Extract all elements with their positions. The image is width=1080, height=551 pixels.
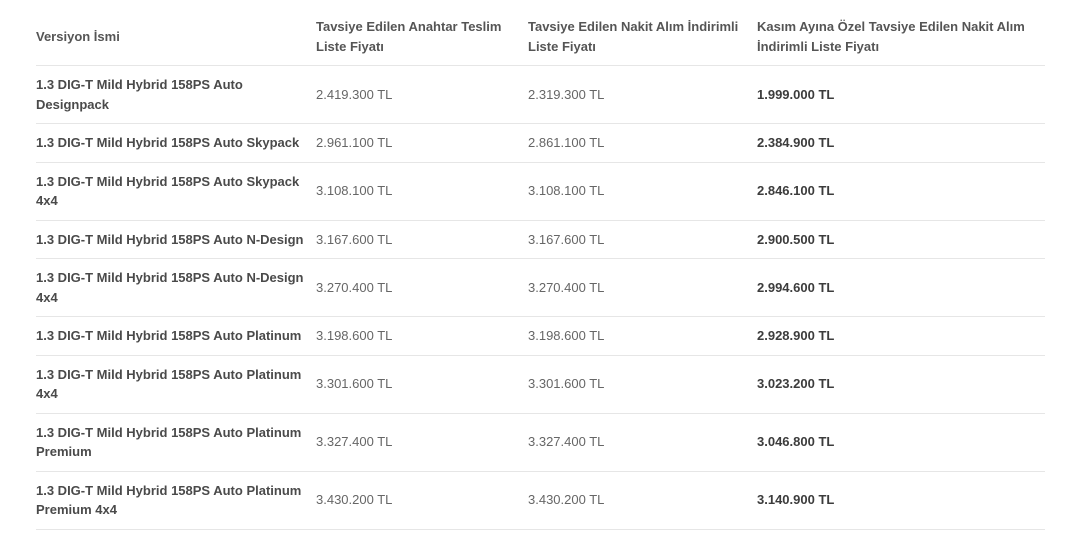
cash-price-cell: 3.430.200 TL <box>528 471 757 530</box>
cash-price-cell: 3.108.100 TL <box>528 162 757 221</box>
version-name-cell-text: 1.3 DIG-T Mild Hybrid 158PS Auto Platinu… <box>36 366 302 402</box>
version-name-cell-text: 1.3 DIG-T Mild Hybrid 158PS Auto Platinu… <box>36 328 302 343</box>
special-price-cell: 1.999.000 TL <box>757 65 1045 124</box>
special-price-cell: 2.900.500 TL <box>757 220 1045 259</box>
version-name-cell: 1.3 DIG-T Mild Hybrid 158PS Auto Platinu… <box>36 471 316 530</box>
version-name-cell-text: 1.3 DIG-T Mild Hybrid 158PS Auto N-Desig… <box>36 231 304 247</box>
header-list-price: Tavsiye Edilen Anahtar Teslim Liste Fiya… <box>316 8 528 66</box>
cash-price-cell-text: 2.861.100 TL <box>528 135 605 150</box>
special-price-cell-text: 2.994.600 TL <box>757 279 835 295</box>
version-name-cell: 1.3 DIG-T Mild Hybrid 158PS Auto Platinu… <box>36 355 316 414</box>
header-label: Tavsiye Edilen Anahtar Teslim Liste Fiya… <box>316 19 502 54</box>
cash-price-cell-text: 3.167.600 TL <box>528 231 605 247</box>
version-name-cell: 1.3 DIG-T Mild Hybrid 158PS Auto Designp… <box>36 65 316 124</box>
list-price-cell: 2.961.100 TL <box>316 123 528 163</box>
table-row: 1.3 DIG-T Mild Hybrid 158PS Auto Platinu… <box>36 413 1045 472</box>
special-price-cell-text: 2.846.100 TL <box>757 183 835 199</box>
version-name-cell-text: 1.3 DIG-T Mild Hybrid 158PS Auto Platinu… <box>36 424 302 460</box>
header-cash-price: Tavsiye Edilen Nakit Alım İndirimli List… <box>528 8 757 66</box>
table-row: 1.3 DIG-T Mild Hybrid 158PS Auto Platinu… <box>36 471 1045 530</box>
special-price-cell-text: 2.384.900 TL <box>757 135 835 150</box>
table-row: 1.3 DIG-T Mild Hybrid 158PS Auto Platinu… <box>36 316 1045 356</box>
list-price-cell: 3.430.200 TL <box>316 471 528 530</box>
cash-price-cell: 3.270.400 TL <box>528 258 757 317</box>
special-price-cell: 2.846.100 TL <box>757 162 1045 221</box>
list-price-cell-text: 3.301.600 TL <box>316 376 393 392</box>
version-name-cell: 1.3 DIG-T Mild Hybrid 158PS Auto Skypack… <box>36 162 316 221</box>
cash-price-cell-text: 3.270.400 TL <box>528 279 605 295</box>
list-price-cell: 3.167.600 TL <box>316 220 528 259</box>
special-price-cell: 3.046.800 TL <box>757 413 1045 472</box>
cash-price-cell-text: 3.327.400 TL <box>528 434 605 450</box>
list-price-cell-text: 2.419.300 TL <box>316 86 393 102</box>
list-price-cell-text: 3.430.200 TL <box>316 492 393 508</box>
version-name-cell-text: 1.3 DIG-T Mild Hybrid 158PS Auto Skypack… <box>36 173 300 209</box>
cash-price-cell: 3.167.600 TL <box>528 220 757 259</box>
list-price-cell-text: 3.198.600 TL <box>316 328 393 343</box>
special-price-cell: 2.994.600 TL <box>757 258 1045 317</box>
version-name-cell: 1.3 DIG-T Mild Hybrid 158PS Auto N-Desig… <box>36 258 316 317</box>
header-special-price: Kasım Ayına Özel Tavsiye Edilen Nakit Al… <box>757 8 1045 66</box>
cash-price-cell: 2.861.100 TL <box>528 123 757 163</box>
header-label: Tavsiye Edilen Nakit Alım İndirimli List… <box>528 19 739 54</box>
header-label: Kasım Ayına Özel Tavsiye Edilen Nakit Al… <box>757 19 1025 54</box>
list-price-cell-text: 2.961.100 TL <box>316 135 393 150</box>
cash-price-cell-text: 3.198.600 TL <box>528 328 605 343</box>
list-price-cell-text: 3.167.600 TL <box>316 231 393 247</box>
table-row: 1.3 DIG-T Mild Hybrid 158PS Auto Designp… <box>36 65 1045 124</box>
table-header-row: Versiyon İsmi Tavsiye Edilen Anahtar Tes… <box>36 8 1045 66</box>
version-name-cell-text: 1.3 DIG-T Mild Hybrid 158PS Auto Skypack <box>36 135 300 150</box>
special-price-cell-text: 3.140.900 TL <box>757 492 835 508</box>
list-price-cell-text: 3.270.400 TL <box>316 279 393 295</box>
list-price-cell-text: 3.108.100 TL <box>316 183 393 199</box>
version-name-cell: 1.3 DIG-T Mild Hybrid 158PS Auto Platinu… <box>36 316 316 356</box>
table-row: 1.3 DIG-T Mild Hybrid 158PS Auto Skypack… <box>36 123 1045 163</box>
version-name-cell-text: 1.3 DIG-T Mild Hybrid 158PS Auto N-Desig… <box>36 270 304 305</box>
price-table: Versiyon İsmi Tavsiye Edilen Anahtar Tes… <box>36 8 1045 530</box>
version-name-cell-text: 1.3 DIG-T Mild Hybrid 158PS Auto Designp… <box>36 77 243 112</box>
list-price-cell: 3.327.400 TL <box>316 413 528 472</box>
special-price-cell-text: 3.023.200 TL <box>757 376 835 392</box>
table-row: 1.3 DIG-T Mild Hybrid 158PS Auto Skypack… <box>36 162 1045 221</box>
list-price-cell: 2.419.300 TL <box>316 65 528 124</box>
cash-price-cell: 3.301.600 TL <box>528 355 757 414</box>
header-version-name: Versiyon İsmi <box>36 8 316 66</box>
list-price-cell: 3.270.400 TL <box>316 258 528 317</box>
list-price-cell: 3.301.600 TL <box>316 355 528 414</box>
special-price-cell-text: 3.046.800 TL <box>757 434 835 450</box>
special-price-cell-text: 2.900.500 TL <box>757 231 835 247</box>
version-name-cell: 1.3 DIG-T Mild Hybrid 158PS Auto Platinu… <box>36 413 316 472</box>
special-price-cell: 2.928.900 TL <box>757 316 1045 356</box>
version-name-cell-text: 1.3 DIG-T Mild Hybrid 158PS Auto Platinu… <box>36 482 302 518</box>
special-price-cell: 3.140.900 TL <box>757 471 1045 530</box>
special-price-cell-text: 1.999.000 TL <box>757 86 835 102</box>
list-price-cell: 3.198.600 TL <box>316 316 528 356</box>
version-name-cell: 1.3 DIG-T Mild Hybrid 158PS Auto N-Desig… <box>36 220 316 259</box>
table-row: 1.3 DIG-T Mild Hybrid 158PS Auto Platinu… <box>36 355 1045 414</box>
cash-price-cell-text: 3.301.600 TL <box>528 376 605 392</box>
special-price-cell: 3.023.200 TL <box>757 355 1045 414</box>
cash-price-cell: 3.327.400 TL <box>528 413 757 472</box>
header-label: Versiyon İsmi <box>36 28 120 44</box>
cash-price-cell-text: 3.430.200 TL <box>528 492 605 508</box>
cash-price-cell-text: 3.108.100 TL <box>528 183 605 199</box>
cash-price-cell-text: 2.319.300 TL <box>528 86 605 102</box>
special-price-cell: 2.384.900 TL <box>757 123 1045 163</box>
list-price-cell: 3.108.100 TL <box>316 162 528 221</box>
cash-price-cell: 2.319.300 TL <box>528 65 757 124</box>
list-price-cell-text: 3.327.400 TL <box>316 434 393 450</box>
table-row: 1.3 DIG-T Mild Hybrid 158PS Auto N-Desig… <box>36 258 1045 317</box>
table-row: 1.3 DIG-T Mild Hybrid 158PS Auto N-Desig… <box>36 220 1045 259</box>
cash-price-cell: 3.198.600 TL <box>528 316 757 356</box>
special-price-cell-text: 2.928.900 TL <box>757 328 835 343</box>
version-name-cell: 1.3 DIG-T Mild Hybrid 158PS Auto Skypack <box>36 123 316 163</box>
